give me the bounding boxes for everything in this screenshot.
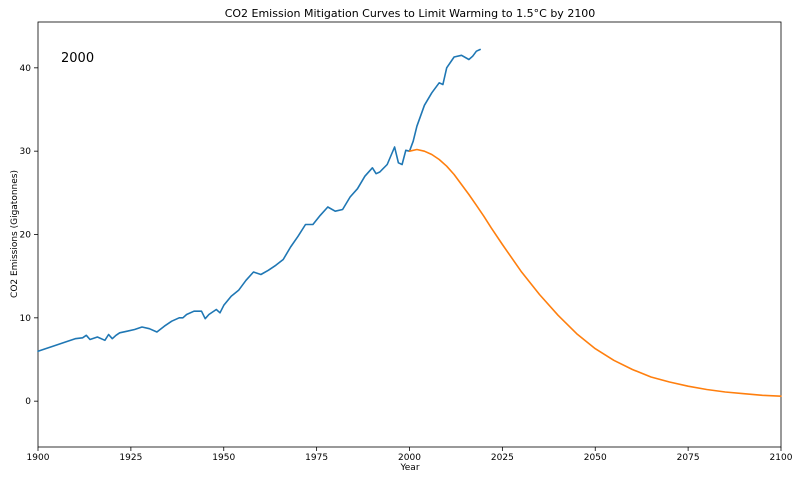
x-axis: 1900 1925 1950 1975 2000 2025 2050 2075 2100 (27, 447, 793, 463)
series-layer (37, 48, 782, 398)
y-tick-label: 20 (20, 231, 32, 241)
series-line-2 (408, 148, 782, 398)
x-tick-label: 1925 (119, 453, 142, 463)
plot-frame (37, 21, 782, 448)
y-tick-label: 40 (20, 64, 32, 74)
chart-title: CO2 Emission Mitigation Curves to Limit … (225, 7, 596, 20)
x-tick-label: 2025 (491, 453, 514, 463)
y-tick-label: 30 (20, 147, 32, 157)
plot-area: 2000 (37, 21, 782, 448)
y-tick-label: 0 (25, 397, 31, 407)
x-tick-label: 2075 (677, 453, 700, 463)
x-axis-label: Year (399, 463, 419, 473)
x-tick-label: 1975 (305, 453, 328, 463)
y-axis-label: CO2 Emissions (Gigatonnes) (10, 170, 20, 298)
x-tick-label: 2000 (398, 453, 421, 463)
x-tick-label: 2100 (770, 453, 793, 463)
y-tick-label: 10 (20, 314, 32, 324)
x-tick-label: 1900 (27, 453, 50, 463)
year-annotation: 2000 (61, 51, 94, 66)
series-line-1 (37, 48, 481, 353)
x-tick-label: 1950 (212, 453, 235, 463)
x-tick-label: 2050 (584, 453, 607, 463)
y-axis: 0 10 20 30 40 (20, 64, 38, 407)
